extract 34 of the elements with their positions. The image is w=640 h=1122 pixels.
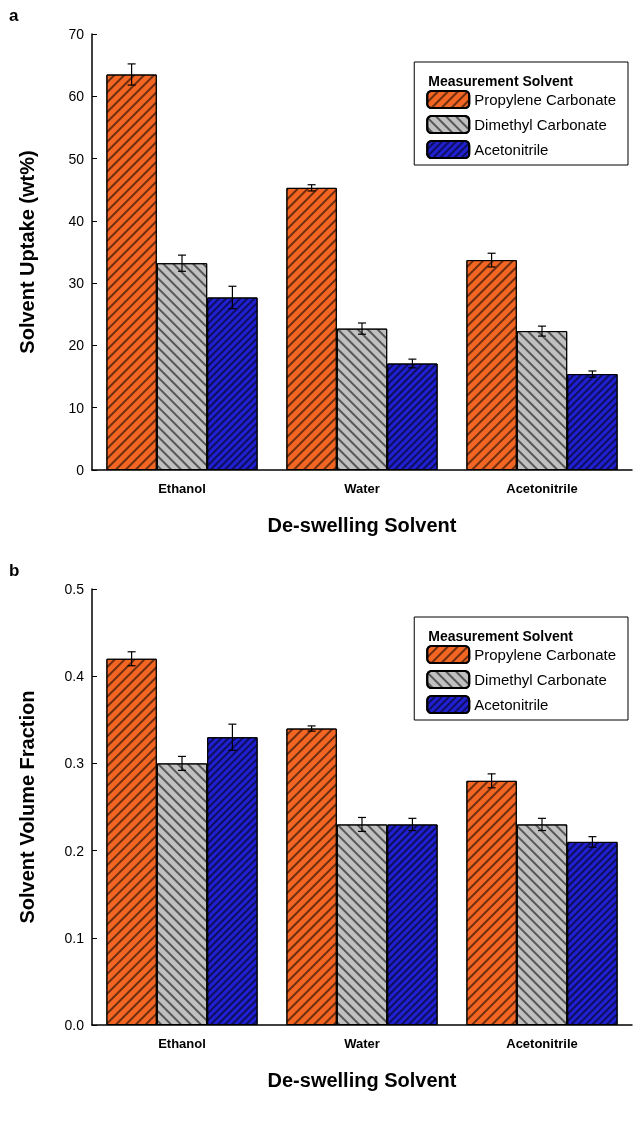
y-tick-label: 40 <box>68 212 85 229</box>
y-tick-label: 0 <box>76 462 85 478</box>
x-tick-label: Ethanol <box>158 481 206 496</box>
y-tick-label: 0.2 <box>64 842 85 859</box>
y-tick-label: 70 <box>68 26 85 42</box>
legend-label: Dimethyl Carbonate <box>474 116 607 133</box>
legend-label: Acetonitrile <box>474 696 549 713</box>
x-tick-label: Ethanol <box>158 1036 206 1051</box>
legend-label: Propylene Carbonate <box>474 91 617 108</box>
x-tick-label: Acetonitrile <box>506 481 578 496</box>
y-tick-label: 20 <box>68 337 85 354</box>
y-tick-label: 0.4 <box>64 668 85 685</box>
y-tick-label: 60 <box>68 88 85 105</box>
legend-label: Acetonitrile <box>474 141 549 158</box>
x-axis-title: De-swelling Solvent <box>267 1069 457 1091</box>
legend-title: Measurement Solvent <box>428 628 574 644</box>
x-tick-label: Acetonitrile <box>506 1036 578 1051</box>
y-tick-label: 0.0 <box>64 1017 85 1033</box>
legend-label: Dimethyl Carbonate <box>474 671 607 688</box>
y-tick-label: 0.3 <box>64 755 85 772</box>
y-tick-label: 0.5 <box>64 581 85 597</box>
legend-title: Measurement Solvent <box>428 73 574 89</box>
x-tick-label: Water <box>344 481 380 496</box>
y-tick-label: 10 <box>68 399 85 416</box>
chart-title: a <box>9 6 19 25</box>
y-axis-title: Solvent Volume Fraction <box>16 690 38 924</box>
y-tick-label: 30 <box>68 275 85 292</box>
x-tick-label: Water <box>344 1036 380 1051</box>
legend-label: Propylene Carbonate <box>474 646 617 663</box>
chart-title: b <box>9 561 20 580</box>
y-tick-label: 50 <box>68 150 85 167</box>
y-axis-title: Solvent Uptake (wt%) <box>16 150 38 354</box>
x-axis-title: De-swelling Solvent <box>267 514 457 536</box>
y-tick-label: 0.1 <box>64 929 85 946</box>
